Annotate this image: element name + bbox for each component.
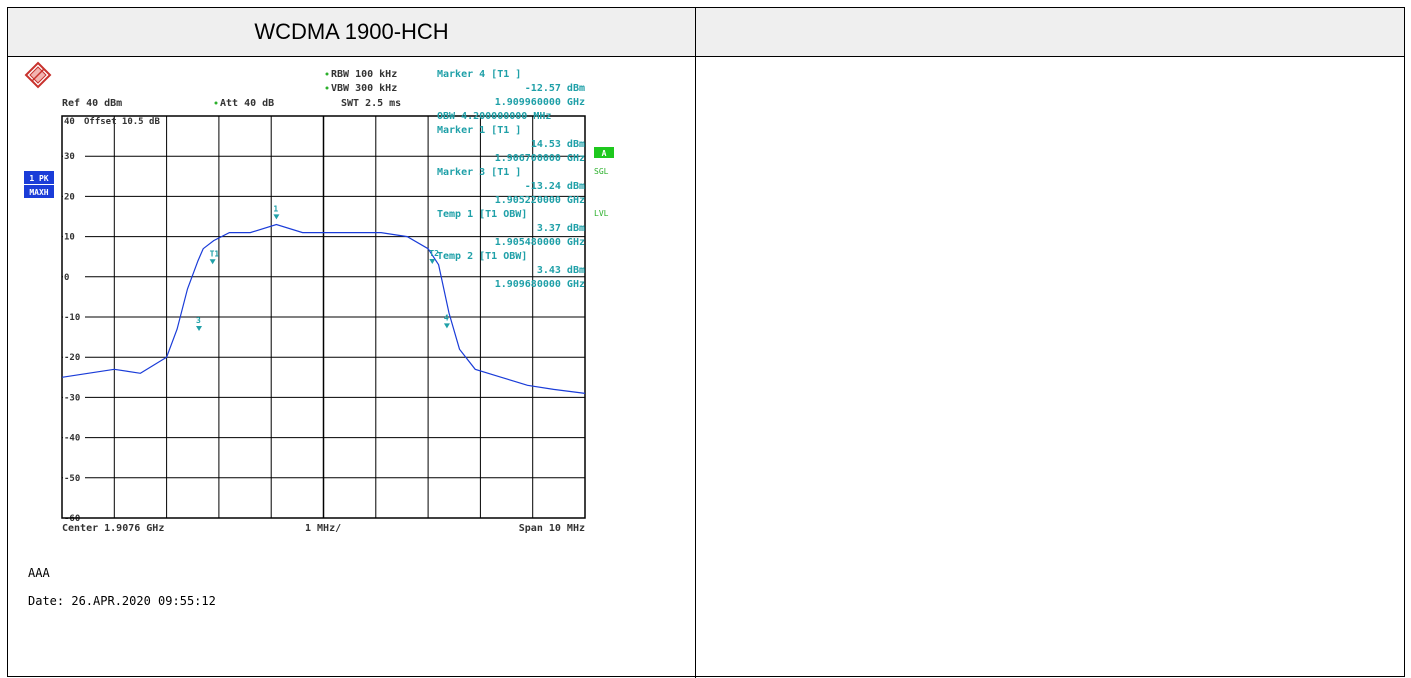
swt-setting: SWT 2.5 ms: [341, 98, 401, 109]
spectrum-screenshot: Ref 40 dBm Att 40 dB RBW 100 kHz VBW 300…: [24, 61, 614, 534]
marker-1: [273, 214, 280, 220]
marker-label: 1: [273, 204, 278, 213]
y-tick-label: -50: [64, 474, 80, 484]
marker-3: [196, 326, 203, 332]
marker-label: 3: [196, 316, 201, 325]
trace-badge-1-label: 1 PK: [29, 174, 48, 183]
marker-info-line: 1.905480000 GHz: [495, 237, 585, 248]
marker-info-line: 3.43 dBm: [537, 265, 585, 276]
rbw-setting: RBW 100 kHz: [331, 69, 397, 80]
side-indicator-a: [594, 147, 614, 158]
marker-label: 4: [444, 313, 449, 322]
vbw-setting: VBW 300 kHz: [331, 83, 397, 94]
y-tick-label: -60: [64, 514, 80, 524]
y-tick-bg: [63, 392, 85, 402]
marker-info-line: 3.37 dBm: [537, 223, 585, 234]
y-tick-label: -20: [64, 353, 80, 363]
y-tick-label: -30: [64, 393, 80, 403]
marker-info-panel: Marker 4 [T1 ] -12.57 dBm 1.909960000 GHz O…: [437, 69, 585, 290]
side-indicator-a-label: A: [602, 149, 607, 158]
y-tick-label: 20: [64, 192, 75, 202]
setting-dots: [214, 72, 329, 105]
table-title-right: [696, 8, 1404, 56]
x-label-span: Span 10 MHz: [519, 523, 585, 534]
marker-info-line: 1.909680000 GHz: [495, 279, 585, 290]
marker-label: T1: [210, 249, 220, 258]
y-tick-bg: [63, 231, 85, 241]
marker-info-line: Temp 2 [T1 OBW]: [437, 251, 527, 262]
y-tick-label: 40: [64, 117, 75, 127]
marker-info-line: Marker 4 [T1 ]: [437, 69, 521, 80]
marker-info-line: -13.24 dBm: [525, 181, 585, 192]
marker-T2: [429, 259, 436, 265]
marker-info-line: Marker 1 [T1 ]: [437, 125, 521, 136]
y-tick-bg: [63, 432, 85, 442]
marker-info-line: 1.909960000 GHz: [495, 97, 585, 108]
column-divider: [695, 56, 696, 678]
side-indicator-lvl: LVL: [594, 209, 609, 218]
report-table: WCDMA 1900-HCH Ref 40 dBm Att 40 dB RBW …: [7, 7, 1405, 678]
marker-T1: [209, 259, 216, 265]
y-tick-bg: [63, 352, 85, 362]
att-level: Att 40 dB: [220, 98, 274, 109]
footer-date: Date: 26.APR.2020 09:55:12: [28, 594, 216, 608]
marker-label: T2: [429, 249, 439, 258]
marker-info-line: -12.57 dBm: [525, 83, 585, 94]
trace-badge-2: [24, 185, 54, 198]
y-tick-label: 10: [64, 233, 75, 243]
marker-info-line: Marker 3 [T1 ]: [437, 167, 521, 178]
y-tick-label: 30: [64, 152, 75, 162]
trace-line: [61, 223, 586, 394]
side-indicator-sgl: SGL: [594, 167, 609, 176]
marker-4: [443, 323, 450, 329]
y-tick-label: -10: [64, 313, 80, 323]
marker-info-line: 1.905220000 GHz: [495, 195, 585, 206]
table-title: WCDMA 1900-HCH: [8, 8, 696, 56]
plot-frame: [61, 115, 586, 519]
offset-label: Offset 10.5 dB: [84, 117, 160, 127]
table-header-row: WCDMA 1900-HCH: [8, 8, 1404, 57]
marker-info-line: OBW 4.200000000 MHz: [437, 111, 551, 122]
footer-note: AAA: [28, 566, 50, 580]
ref-level: Ref 40 dBm: [62, 98, 122, 109]
x-label-center: Center 1.9076 GHz: [62, 523, 164, 534]
trace-badge-1: [24, 171, 54, 184]
plot-area: 40 30 20 10 0 -10 -20 -30 -40 -50 -60 Offset 10.5 d…: [61, 115, 586, 524]
y-tick-bg: [63, 472, 85, 482]
trace-badge-2-label: MAXH: [29, 188, 48, 197]
marker-info-line: Temp 1 [T1 OBW]: [437, 209, 527, 220]
rs-logo-icon: [24, 61, 52, 89]
marker-info-line: 1.906700000 GHz: [495, 153, 585, 164]
y-tick-bg: [63, 151, 85, 161]
x-label-div: 1 MHz/: [305, 523, 341, 534]
marker-info-line: 14.53 dBm: [531, 139, 585, 150]
y-tick-label: -40: [64, 434, 80, 444]
y-tick-bg: [63, 312, 85, 321]
y-tick-bg: [63, 191, 85, 201]
y-tick-bg: [63, 271, 85, 281]
y-tick-label: 0: [64, 273, 69, 283]
